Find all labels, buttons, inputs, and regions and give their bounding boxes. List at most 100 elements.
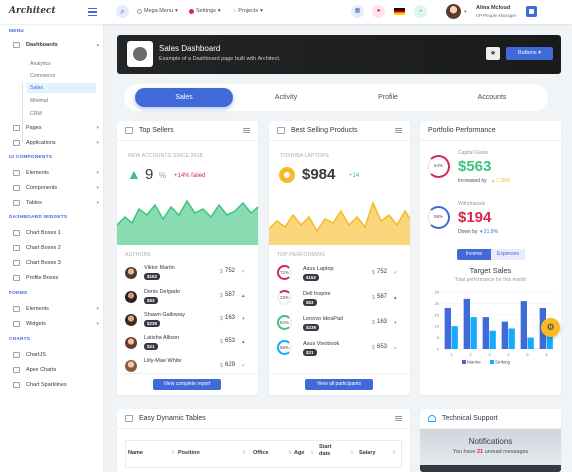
bell-icon[interactable]: ●	[372, 5, 385, 18]
hamburger-menu-icon[interactable]	[88, 8, 97, 16]
menu-icon[interactable]	[395, 416, 402, 421]
y-tick-label: 15	[435, 312, 440, 317]
sidebar-item-chart-boxes-3[interactable]: Chart Boxes 3	[13, 260, 99, 266]
product-value: 752	[377, 269, 388, 275]
buttons-dropdown-button[interactable]: Buttons ▾	[506, 47, 553, 60]
sidebar-item-chart-boxes-2[interactable]: Chart Boxes 2	[13, 245, 99, 251]
author-name: Shawn Galloway	[144, 312, 185, 318]
card-header: Best Selling Products	[269, 121, 410, 141]
flag-germany-icon[interactable]	[393, 5, 406, 18]
sidebar-item-apex-charts[interactable]: Apex Charts	[13, 367, 99, 373]
gear-icon[interactable]: ⚙	[541, 318, 560, 337]
trend-icon: ▾	[242, 269, 245, 275]
view-participants-button[interactable]: View all participants	[305, 379, 373, 390]
income-toggle[interactable]: Income	[457, 249, 491, 260]
sparkline-yellow	[269, 200, 410, 245]
sidebar-item-components[interactable]: Components ▾	[13, 185, 99, 191]
view-report-button[interactable]: View complete report	[153, 379, 221, 390]
sort-icon[interactable]: ⇅	[350, 450, 355, 456]
sidebar-item-label: Tables	[26, 200, 42, 206]
sidebar-sub-analytics[interactable]: Analytics	[30, 61, 51, 67]
table-header-salary[interactable]: Salary	[359, 450, 376, 456]
sort-icon[interactable]: ⇅	[310, 450, 315, 456]
table-header-start-date[interactable]: Start date	[319, 444, 332, 457]
chevron-down-icon: ▾	[175, 8, 178, 14]
expenses-toggle[interactable]: Expenses	[491, 249, 525, 260]
sidebar-item-pages[interactable]: Pages ▾	[13, 125, 99, 131]
sidebar-item-tables[interactable]: Tables ▾	[13, 200, 99, 206]
sidebar-item-applications[interactable]: Applications ▾	[13, 140, 99, 146]
chevron-down-icon: ▾	[96, 306, 99, 312]
sidebar-sub-sales[interactable]: Sales	[27, 83, 96, 93]
table-icon	[125, 415, 133, 422]
sidebar-item-label: Dashboards	[26, 42, 58, 48]
sidebar-item-profile-boxes[interactable]: Profile Boxes	[13, 275, 99, 281]
sidebar-item-dashboards[interactable]: Dashboards ▴	[13, 42, 99, 48]
chevron-down-icon: ▾	[96, 140, 99, 146]
sidebar-item-elements[interactable]: Elements ▾	[13, 170, 99, 176]
card-title: Technical Support	[442, 415, 498, 422]
card-title: Portfolio Performance	[428, 127, 496, 134]
plugin-icon	[13, 140, 20, 146]
sidebar-item-label: Pages	[26, 125, 42, 131]
bar-striking	[489, 330, 496, 349]
dollar-sign: $	[372, 295, 375, 301]
chart-icon	[13, 230, 20, 236]
top-bar: Architect ⌕ Mega Menu ▾ Settings ▾ ◌ Projec…	[0, 0, 572, 24]
withdrawals-subtitle: Down by	[458, 229, 478, 235]
sort-icon[interactable]: ⇅	[242, 450, 247, 456]
sidebar-sub-minimal[interactable]: Minimal	[30, 98, 48, 104]
tab-profile[interactable]: Profile	[378, 94, 398, 101]
y-tick-label: 10	[435, 324, 440, 329]
gains-value: $563	[458, 158, 492, 175]
table-header-office[interactable]: Office	[253, 450, 269, 456]
mega-menu-link[interactable]: Mega Menu ▾	[137, 8, 178, 14]
grid-icon[interactable]: ▦	[351, 5, 364, 18]
tab-sales[interactable]: Sales	[135, 88, 233, 107]
sort-icon[interactable]: ⇅	[171, 450, 176, 456]
bar-marine	[482, 317, 489, 349]
chevron-down-icon: ▾	[96, 125, 99, 131]
projects-link[interactable]: ◌ Projects ▾	[233, 8, 263, 14]
dollar-sign: $	[220, 293, 223, 299]
tab-activity[interactable]: Activity	[274, 94, 298, 101]
table-header-name[interactable]: Name	[128, 450, 143, 456]
chevron-down-icon: ▾	[260, 8, 263, 14]
menu-icon[interactable]	[395, 128, 402, 133]
bar-marine	[444, 307, 451, 349]
user-name: Alina Mcloud	[476, 5, 511, 11]
settings-link[interactable]: Settings ▾	[189, 8, 221, 14]
gains-change-value: 7.35%	[495, 178, 511, 184]
settings-label: Settings	[196, 8, 216, 14]
sidebar-item-form-elements[interactable]: Elements ▾	[13, 306, 99, 312]
status-icon[interactable]: ◒	[414, 5, 427, 18]
sidebar-item-widgets[interactable]: Widgets ▾	[13, 321, 99, 327]
dollar-sign: $	[372, 320, 375, 326]
trend-icon: ▾	[242, 363, 245, 369]
table-header-age[interactable]: Age	[294, 450, 305, 456]
sort-icon[interactable]: ⇅	[288, 450, 293, 456]
sort-icon[interactable]: ⇅	[392, 450, 397, 456]
cloud-icon	[428, 415, 436, 422]
author-name: Denis Delgado	[144, 289, 181, 295]
dashboard-icon	[127, 41, 153, 67]
sidebar-sub-crm[interactable]: CRM	[30, 111, 42, 117]
bar-marine	[520, 301, 527, 349]
search-icon[interactable]: ⌕	[116, 5, 129, 18]
menu-icon[interactable]	[243, 128, 250, 133]
sidebar-item-chartjs[interactable]: ChartJS	[13, 352, 99, 358]
sidebar-item-chart-boxes-1[interactable]: Chart Boxes 1	[13, 230, 99, 236]
sidebar-item-chart-sparklines[interactable]: Chart Sparklines	[13, 382, 99, 388]
target-sales-chart: 0 5 10 15 20 25 1 2 3 4 5 6 Marine Striking	[435, 290, 556, 365]
star-icon[interactable]: ★	[486, 47, 500, 60]
tables-card: Easy Dynamic Tables Name ⇅ Position ⇅ Of…	[117, 409, 410, 472]
chevron-down-icon[interactable]: ▾	[464, 9, 467, 15]
app-logo[interactable]: Architect	[9, 6, 56, 16]
user-avatar[interactable]	[446, 4, 461, 19]
tab-accounts[interactable]: Accounts	[477, 94, 507, 101]
author-name: Latisha Allison	[144, 335, 180, 341]
user-action-button[interactable]	[526, 6, 537, 17]
sidebar-sub-commerce[interactable]: Commerce	[30, 73, 56, 79]
table-header-position[interactable]: Position	[178, 450, 200, 456]
top-sellers-card: Top Sellers NEW ACCOUNTS SINCE 2018 ▲ 9 …	[117, 121, 258, 395]
